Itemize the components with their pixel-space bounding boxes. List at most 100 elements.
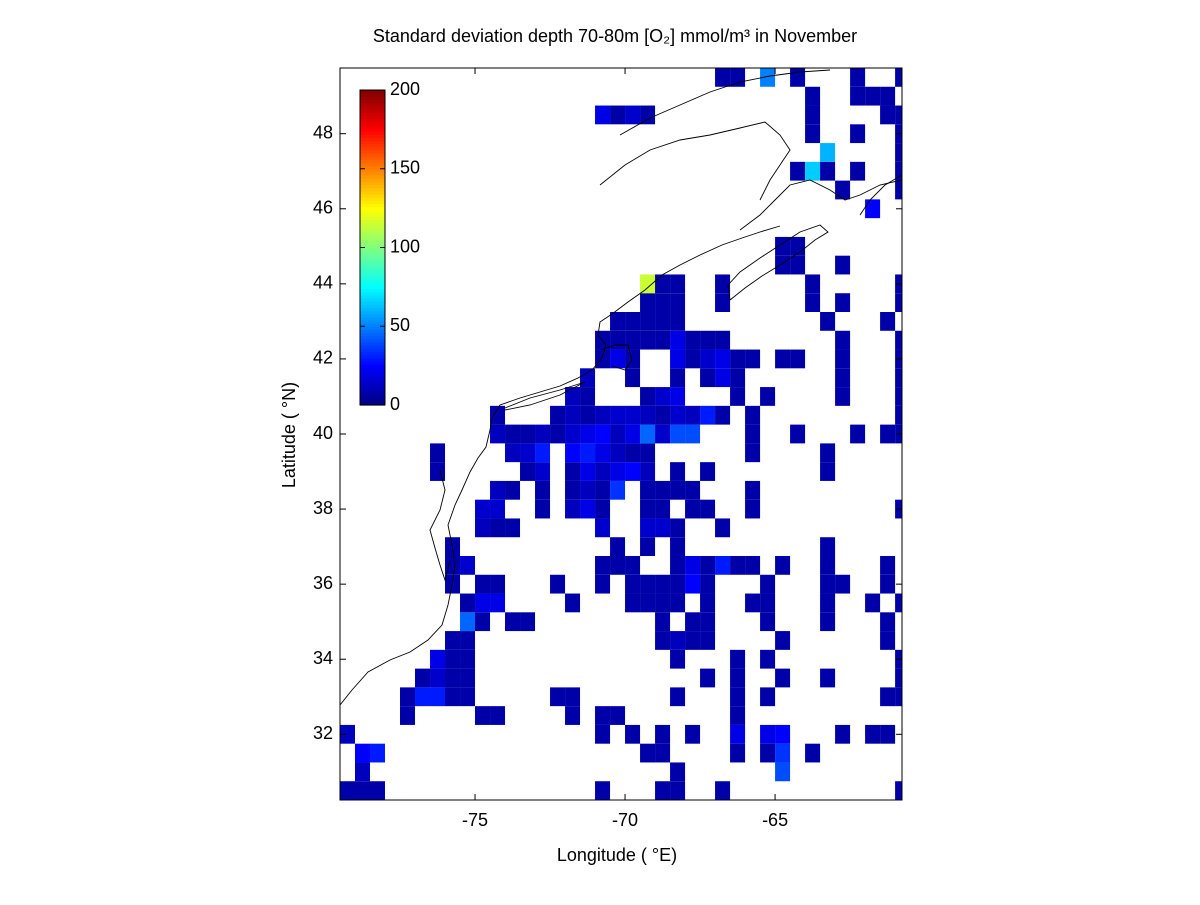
heatmap-cell xyxy=(730,68,746,87)
colorbar-swatch xyxy=(360,348,385,353)
colorbar-swatch xyxy=(360,184,385,189)
heatmap-cell xyxy=(805,293,821,312)
heatmap-cell xyxy=(700,330,716,350)
heatmap-cell xyxy=(640,574,656,594)
heatmap-cell xyxy=(610,312,626,331)
colorbar-swatch xyxy=(360,282,385,286)
heatmap-cell xyxy=(730,743,746,763)
heatmap-cell xyxy=(460,687,476,707)
heatmap-cell xyxy=(895,387,902,406)
heatmap-cell xyxy=(610,462,626,481)
heatmap-cell xyxy=(820,312,836,331)
x-tick-label: -65 xyxy=(762,810,788,830)
heatmap-cell xyxy=(880,612,896,632)
heatmap-cell xyxy=(685,556,701,575)
heatmap-cell xyxy=(595,405,611,425)
y-tick-label: 34 xyxy=(313,648,333,668)
heatmap-cell xyxy=(895,180,902,200)
colorbar-swatch xyxy=(360,93,385,97)
heatmap-cell xyxy=(550,687,566,707)
colorbar-swatch xyxy=(360,294,385,299)
heatmap-cell xyxy=(655,330,671,350)
heatmap-cell xyxy=(820,443,836,463)
heatmap-cell xyxy=(580,387,596,406)
heatmap-cell xyxy=(640,537,656,556)
colorbar-swatch xyxy=(360,357,385,362)
heatmap-cell xyxy=(790,255,806,275)
heatmap-cell xyxy=(595,105,611,125)
heatmap-cell xyxy=(835,387,851,406)
colorbar-swatch xyxy=(360,118,385,123)
heatmap-cell xyxy=(430,443,446,463)
heatmap-cell xyxy=(820,161,836,181)
heatmap-cell xyxy=(640,480,656,500)
heatmap-cell xyxy=(730,687,746,707)
colorbar-swatch xyxy=(360,130,385,135)
colorbar-swatch xyxy=(360,301,385,305)
colorbar-swatch xyxy=(360,209,385,214)
heatmap-cell xyxy=(340,781,356,800)
heatmap-cell xyxy=(715,405,731,425)
colorbar-swatch xyxy=(360,165,385,170)
heatmap-cell xyxy=(625,349,641,369)
colorbar-swatch xyxy=(360,329,385,334)
colorbar-swatch xyxy=(360,279,385,283)
heatmap-cell xyxy=(475,574,491,594)
heatmap-cell xyxy=(430,649,446,669)
colorbar-swatch xyxy=(360,112,385,116)
heatmap-cell xyxy=(760,387,776,406)
heatmap-cell xyxy=(505,443,521,463)
heatmap-cell xyxy=(895,781,902,800)
y-tick-label: 42 xyxy=(313,348,333,368)
heatmap-cell xyxy=(775,724,791,744)
colorbar-tick-label: 100 xyxy=(390,236,420,256)
heatmap-cell xyxy=(805,743,821,763)
colorbar-swatch xyxy=(360,137,385,141)
heatmap-cell xyxy=(580,443,596,463)
heatmap-cell xyxy=(880,687,896,707)
heatmap-cell xyxy=(715,518,731,538)
heatmap-cell xyxy=(850,161,866,181)
colorbar-swatch xyxy=(360,146,385,151)
heatmap-cell xyxy=(685,405,701,425)
colorbar-swatch xyxy=(360,392,385,397)
heatmap-cell xyxy=(730,668,746,688)
heatmap-cell xyxy=(580,462,596,481)
heatmap-cell xyxy=(535,443,551,463)
heatmap-cell xyxy=(505,518,521,538)
heatmap-cell xyxy=(670,424,686,444)
heatmap-cell xyxy=(655,274,671,294)
heatmap-cell xyxy=(865,593,881,613)
heatmap-cell xyxy=(520,462,536,481)
colorbar-swatch xyxy=(360,253,385,258)
colorbar-swatch xyxy=(360,307,385,312)
heatmap-cell xyxy=(550,574,566,594)
colorbar-swatch xyxy=(360,212,385,217)
heatmap-cell xyxy=(745,424,761,444)
heatmap-cell xyxy=(460,593,476,613)
heatmap-cell xyxy=(550,424,566,444)
colorbar-swatch xyxy=(360,225,385,230)
colorbar-swatch xyxy=(360,124,385,129)
heatmap-cell xyxy=(805,124,821,144)
colorbar-swatch xyxy=(360,90,385,94)
heatmap-cell xyxy=(775,743,791,763)
heatmap-cell xyxy=(760,574,776,594)
heatmap-cell xyxy=(430,462,446,481)
heatmap-cell xyxy=(730,649,746,669)
heatmap-cell xyxy=(460,631,476,650)
heatmap-cell xyxy=(655,499,671,519)
colorbar-swatch xyxy=(360,149,385,154)
heatmap-cell xyxy=(835,349,851,369)
heatmap-cell xyxy=(715,349,731,369)
colorbar-swatch xyxy=(360,108,385,113)
heatmap-cell xyxy=(595,499,611,519)
heatmap-cell xyxy=(760,68,776,87)
heatmap-cell xyxy=(595,462,611,481)
heatmap-cell xyxy=(565,387,581,406)
heatmap-cell xyxy=(865,199,881,219)
heatmap-cell xyxy=(625,556,641,575)
heatmap-cell xyxy=(490,518,506,538)
colorbar-swatch xyxy=(360,140,385,145)
colorbar-swatch xyxy=(360,115,385,119)
